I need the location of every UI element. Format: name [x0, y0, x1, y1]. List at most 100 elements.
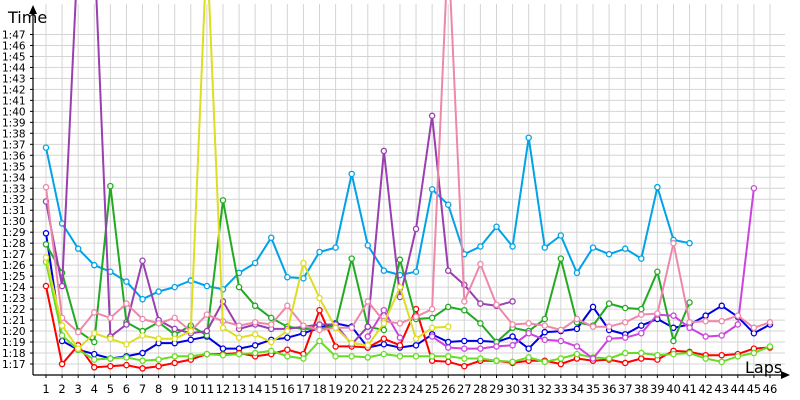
x-tick-label: 28 [473, 382, 488, 396]
data-point [91, 309, 98, 316]
data-point [766, 343, 774, 350]
x-tick-label: 44 [731, 382, 746, 396]
data-point [734, 353, 742, 360]
data-point [42, 254, 50, 261]
data-point [171, 359, 178, 367]
data-point [509, 358, 516, 366]
data-point [139, 257, 146, 265]
data-point [541, 322, 549, 329]
data-point [412, 313, 420, 321]
data-point [428, 353, 436, 360]
data-point [718, 317, 725, 325]
x-tick-label: 14 [248, 382, 263, 396]
data-point [332, 324, 339, 332]
data-point [525, 354, 532, 361]
x-tick-label: 3 [75, 382, 82, 396]
data-point [332, 244, 339, 251]
data-point [477, 300, 484, 307]
x-tick-label: 41 [682, 382, 697, 396]
x-tick-label: 7 [139, 382, 146, 396]
data-point [541, 336, 549, 344]
data-point [396, 334, 404, 341]
data-point [444, 344, 452, 351]
tick-labels: 1:171:181:191:201:211:221:231:241:251:26… [2, 29, 777, 396]
data-point [139, 295, 146, 303]
data-point [573, 343, 581, 350]
data-point [267, 321, 275, 328]
data-point [412, 353, 420, 360]
data-point [573, 350, 581, 358]
data-point [139, 357, 146, 364]
data-point [718, 351, 725, 359]
series-line-3 [45, 285, 771, 370]
x-tick-label: 43 [714, 382, 729, 396]
y-tick-label: 1:19 [2, 337, 26, 349]
y-tick-label: 1:32 [2, 194, 26, 206]
data-point [444, 358, 452, 366]
data-point [412, 225, 420, 233]
data-point [42, 183, 50, 191]
data-point [251, 259, 259, 267]
data-point [203, 282, 211, 290]
data-point [461, 306, 468, 314]
data-point [541, 358, 549, 366]
data-point [621, 334, 629, 341]
data-point [380, 326, 388, 334]
x-tick-label: 4 [91, 382, 98, 396]
x-tick-label: 12 [216, 382, 231, 396]
y-tick-label: 1:44 [2, 62, 26, 74]
data-point [605, 323, 613, 330]
data-point [267, 314, 275, 322]
data-point [380, 147, 388, 155]
data-point [123, 354, 130, 361]
y-tick-label: 1:25 [2, 271, 26, 283]
data-point [267, 347, 275, 355]
data-point [428, 186, 436, 193]
data-point [477, 320, 484, 327]
data-point [621, 304, 629, 312]
x-tick-label: 17 [296, 382, 311, 396]
y-tick-label: 1:30 [2, 216, 26, 228]
y-tick-label: 1:20 [2, 326, 26, 338]
y-tick-label: 1:29 [2, 227, 26, 239]
x-tick-label: 19 [328, 382, 343, 396]
data-point [91, 330, 98, 337]
data-point [477, 345, 484, 352]
data-point [171, 283, 178, 291]
data-point [621, 319, 629, 326]
x-tick-label: 9 [171, 382, 178, 396]
data-point [284, 327, 291, 335]
data-point [74, 328, 82, 336]
data-point [525, 345, 532, 352]
data-point [380, 320, 388, 327]
data-point [605, 300, 613, 307]
x-tick-label: 30 [505, 382, 520, 396]
data-point [284, 334, 291, 341]
data-point [461, 362, 468, 370]
data-point [251, 349, 259, 357]
data-point [155, 335, 162, 343]
data-point [235, 322, 243, 329]
data-point [380, 306, 388, 314]
data-point [589, 323, 597, 330]
y-tick-label: 1:34 [2, 172, 26, 184]
data-point [74, 345, 82, 352]
y-tick-label: 1:21 [2, 315, 26, 327]
data-point [670, 337, 677, 345]
data-point [219, 324, 227, 332]
x-tick-label: 40 [666, 382, 681, 396]
data-point [621, 359, 629, 367]
data-point [654, 351, 661, 359]
data-point [557, 355, 565, 362]
x-axis-title: Laps [745, 358, 782, 377]
data-point [621, 245, 629, 252]
data-point [654, 183, 661, 191]
data-point [654, 268, 661, 275]
data-point [444, 323, 452, 330]
data-point [316, 337, 323, 345]
x-tick-label: 46 [763, 382, 778, 396]
data-point [91, 350, 98, 358]
y-tick-label: 1:26 [2, 260, 26, 272]
data-point [187, 336, 195, 344]
